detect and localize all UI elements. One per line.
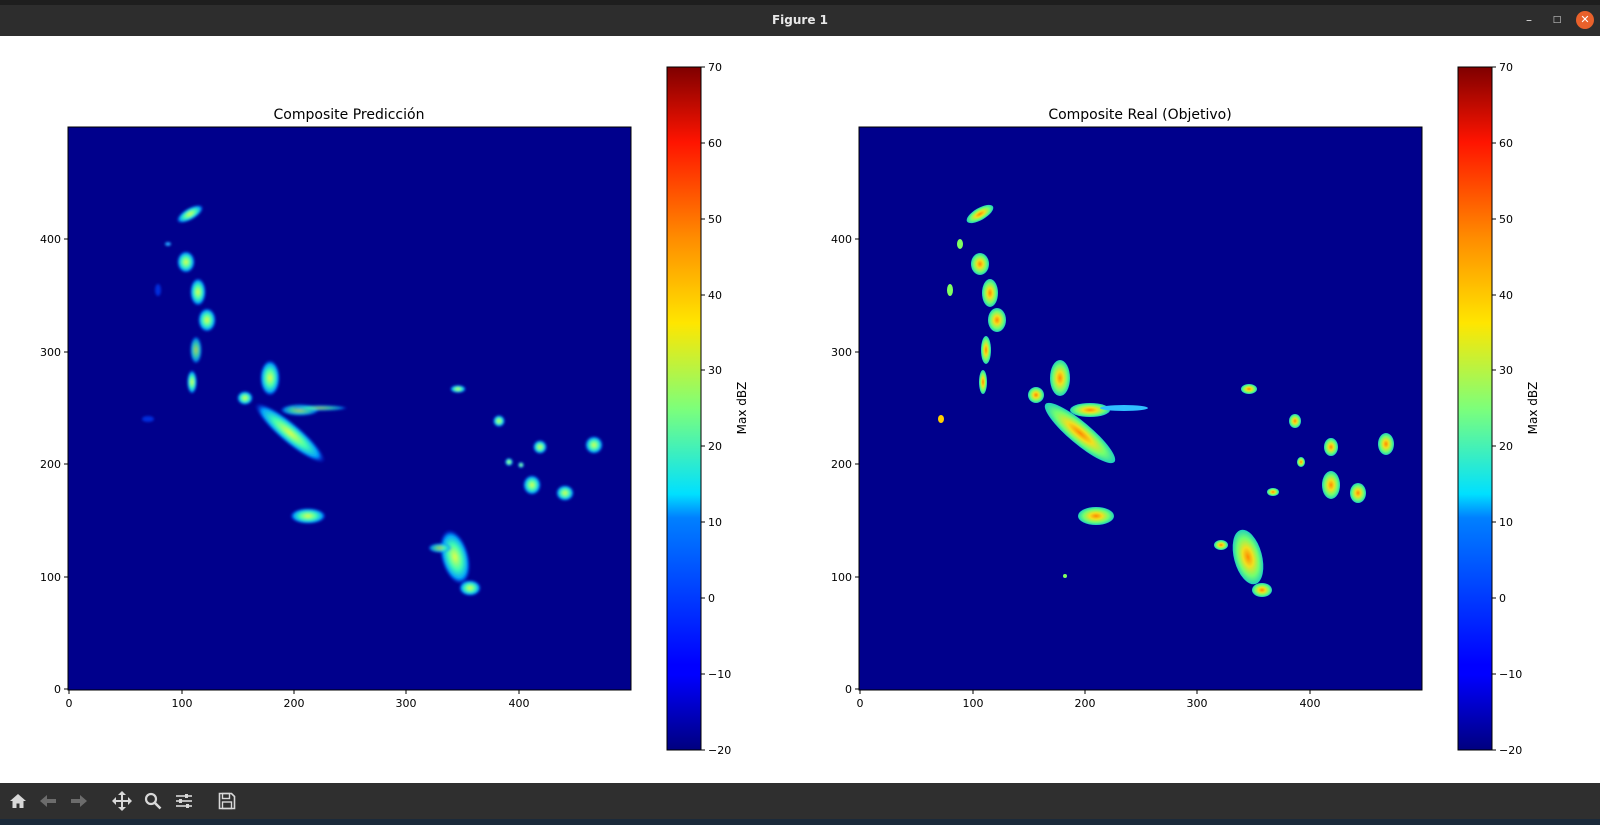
y-tick-label: 300 (831, 346, 852, 359)
navigation-toolbar (0, 783, 1600, 819)
back-icon[interactable] (35, 783, 61, 819)
echo-field-prediction (142, 204, 603, 596)
colorbar-tick-label: 30 (708, 364, 722, 377)
x-axis-real: 0 100 200 300 400 (857, 690, 1321, 710)
zoom-icon[interactable] (140, 783, 166, 819)
colorbar-tick-label: 60 (1499, 137, 1513, 150)
colorbar-label: Max dBZ (735, 382, 749, 435)
colorbar-gradient (666, 66, 702, 751)
x-tick-label: 100 (963, 697, 984, 710)
plot-frame-real (858, 126, 1423, 691)
window-title: Figure 1 (771, 13, 829, 27)
x-tick-label: 400 (1300, 697, 1321, 710)
colorbar-tick-label: 50 (1499, 213, 1513, 226)
save-icon[interactable] (214, 783, 240, 819)
x-tick-label: 300 (396, 697, 417, 710)
colorbar-tick-label: −10 (708, 668, 731, 681)
colorbar-prediction: 70 60 50 40 30 20 10 0 −10 −20 Max dBZ (666, 61, 749, 757)
colorbar-tick-label: −10 (1499, 668, 1522, 681)
colorbar-tick-label: 10 (708, 516, 722, 529)
x-tick-label: 200 (1075, 697, 1096, 710)
maximize-icon[interactable]: □ (1552, 15, 1562, 25)
colorbar-tick-label: 70 (708, 61, 722, 74)
figure-canvas[interactable]: Composite Predicción (0, 36, 1600, 783)
figure-svg: Composite Predicción (40, 61, 1540, 757)
colorbar-tick-label: 50 (708, 213, 722, 226)
colorbar-ticks: 70 60 50 40 30 20 10 0 −10 −20 (701, 61, 731, 757)
forward-icon[interactable] (66, 783, 92, 819)
y-tick-label: 300 (40, 346, 61, 359)
colorbar-tick-label: 40 (708, 289, 722, 302)
axes-real: Composite Real (Objetivo) (831, 107, 1423, 710)
colorbar-tick-label: 40 (1499, 289, 1513, 302)
colorbar-tick-label: −20 (1499, 744, 1522, 757)
minimize-icon[interactable]: – (1526, 13, 1532, 27)
x-tick-label: 100 (172, 697, 193, 710)
window-titlebar: Figure 1 – □ ✕ (0, 0, 1600, 36)
echo-field-real (938, 204, 1394, 597)
colorbar-real: 70 60 50 40 30 20 10 0 −10 −20 Max dBZ (1457, 61, 1540, 757)
x-axis-prediction: 0 100 200 300 400 (66, 690, 530, 710)
colorbar-tick-label: 30 (1499, 364, 1513, 377)
home-icon[interactable] (5, 783, 31, 819)
plot-area-prediction (68, 127, 631, 690)
colorbar-tick-label: 70 (1499, 61, 1513, 74)
y-tick-label: 200 (40, 458, 61, 471)
colorbar-tick-label: −20 (708, 744, 731, 757)
y-tick-label: 400 (831, 233, 852, 246)
y-axis-prediction: 0 100 200 300 400 (40, 233, 68, 696)
colorbar-tick-label: 0 (708, 592, 715, 605)
y-tick-label: 0 (54, 683, 61, 696)
axes-prediction: Composite Predicción (40, 107, 632, 710)
plot-title-prediction: Composite Predicción (274, 107, 425, 123)
configure-subplots-icon[interactable] (171, 783, 197, 819)
x-tick-label: 300 (1187, 697, 1208, 710)
plot-frame-prediction (67, 126, 632, 691)
y-tick-label: 100 (40, 571, 61, 584)
plot-title-real: Composite Real (Objetivo) (1048, 107, 1231, 123)
y-axis-real: 0 100 200 300 400 (831, 233, 859, 696)
y-tick-label: 100 (831, 571, 852, 584)
colorbar-gradient (1457, 66, 1493, 751)
pan-icon[interactable] (109, 783, 135, 819)
y-tick-label: 400 (40, 233, 61, 246)
x-tick-label: 400 (509, 697, 530, 710)
colorbar-label: Max dBZ (1526, 382, 1540, 435)
colorbar-tick-label: 60 (708, 137, 722, 150)
colorbar-tick-label: 20 (708, 440, 722, 453)
colorbar-ticks: 70 60 50 40 30 20 10 0 −10 −20 (1492, 61, 1522, 757)
desktop-edge (0, 819, 1600, 825)
colorbar-tick-label: 10 (1499, 516, 1513, 529)
x-tick-label: 200 (284, 697, 305, 710)
y-tick-label: 200 (831, 458, 852, 471)
y-tick-label: 0 (845, 683, 852, 696)
colorbar-tick-label: 20 (1499, 440, 1513, 453)
x-tick-label: 0 (66, 697, 73, 710)
x-tick-label: 0 (857, 697, 864, 710)
close-icon[interactable]: ✕ (1576, 11, 1594, 29)
colorbar-tick-label: 0 (1499, 592, 1506, 605)
